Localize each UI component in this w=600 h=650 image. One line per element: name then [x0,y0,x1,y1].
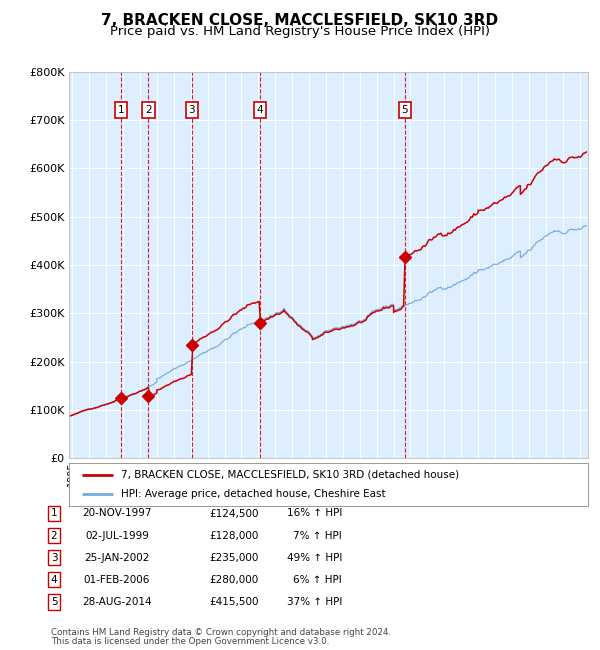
Text: 7% ↑ HPI: 7% ↑ HPI [293,530,342,541]
Text: 7, BRACKEN CLOSE, MACCLESFIELD, SK10 3RD: 7, BRACKEN CLOSE, MACCLESFIELD, SK10 3RD [101,13,499,28]
Text: £124,500: £124,500 [209,508,259,519]
Text: 1: 1 [118,105,125,115]
Text: £415,500: £415,500 [209,597,259,607]
Text: 25-JAN-2002: 25-JAN-2002 [85,552,149,563]
Text: 1: 1 [50,508,58,519]
Text: 20-NOV-1997: 20-NOV-1997 [82,508,152,519]
Text: HPI: Average price, detached house, Cheshire East: HPI: Average price, detached house, Ches… [121,489,386,499]
Text: 16% ↑ HPI: 16% ↑ HPI [287,508,342,519]
Text: 2: 2 [145,105,152,115]
Text: Contains HM Land Registry data © Crown copyright and database right 2024.: Contains HM Land Registry data © Crown c… [51,628,391,637]
Text: 3: 3 [188,105,195,115]
Text: 7, BRACKEN CLOSE, MACCLESFIELD, SK10 3RD (detached house): 7, BRACKEN CLOSE, MACCLESFIELD, SK10 3RD… [121,470,459,480]
Text: 4: 4 [50,575,58,585]
Text: £280,000: £280,000 [209,575,259,585]
Text: 6% ↑ HPI: 6% ↑ HPI [293,575,342,585]
Text: 2: 2 [50,530,58,541]
Text: 02-JUL-1999: 02-JUL-1999 [85,530,149,541]
Text: £235,000: £235,000 [209,552,259,563]
Text: 3: 3 [50,552,58,563]
Text: 37% ↑ HPI: 37% ↑ HPI [287,597,342,607]
Text: 5: 5 [50,597,58,607]
Text: Price paid vs. HM Land Registry's House Price Index (HPI): Price paid vs. HM Land Registry's House … [110,25,490,38]
Text: 28-AUG-2014: 28-AUG-2014 [82,597,152,607]
Text: This data is licensed under the Open Government Licence v3.0.: This data is licensed under the Open Gov… [51,637,329,646]
Text: 01-FEB-2006: 01-FEB-2006 [84,575,150,585]
Text: £128,000: £128,000 [209,530,259,541]
Text: 4: 4 [257,105,263,115]
Text: 49% ↑ HPI: 49% ↑ HPI [287,552,342,563]
Text: 5: 5 [401,105,408,115]
